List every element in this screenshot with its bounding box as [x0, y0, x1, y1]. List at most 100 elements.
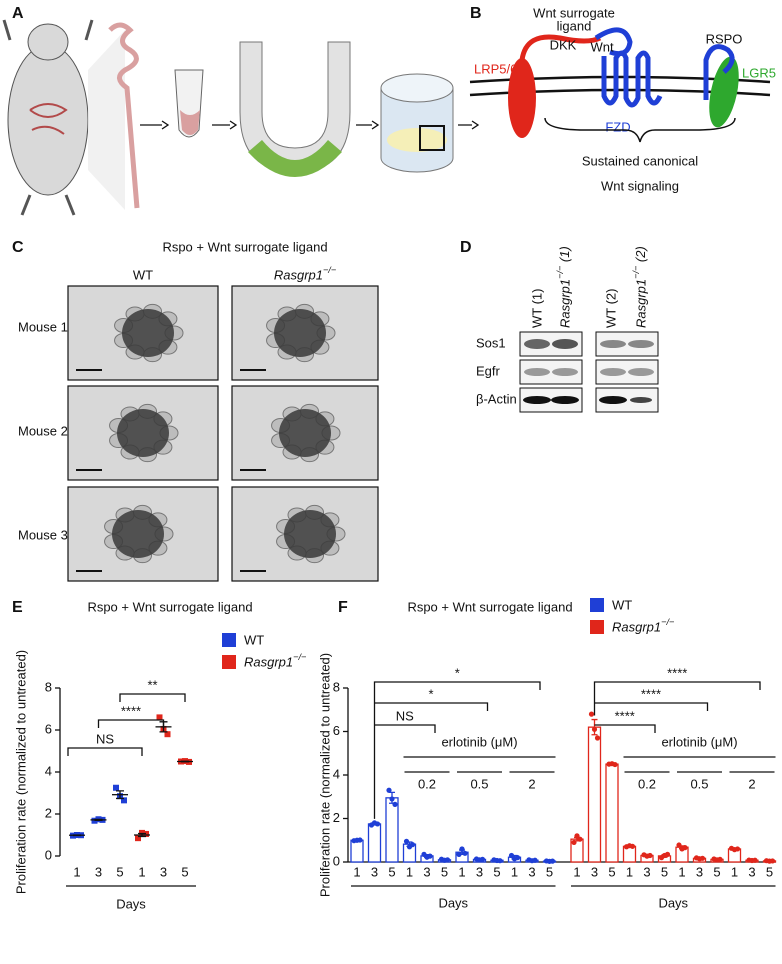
- micrograph: [231, 285, 379, 381]
- lgr5-label: LGR5: [742, 65, 776, 80]
- y-tick-label: 2: [333, 810, 340, 825]
- row-label: Egfr: [476, 363, 501, 378]
- dish: [380, 73, 454, 173]
- data-point: [113, 784, 119, 791]
- fzd-label: FZD: [605, 119, 630, 134]
- bar: [587, 726, 602, 863]
- x-axis-label: Days: [658, 895, 688, 910]
- legend-swatch: [590, 620, 604, 634]
- significance-bracket: [97, 719, 165, 728]
- treatment-label: erlotinib (μM): [661, 734, 737, 749]
- row-label: β-Actin: [476, 391, 517, 406]
- error-bar: [94, 818, 103, 821]
- caption: Sustained canonical: [582, 153, 698, 168]
- error-bar: [138, 832, 146, 838]
- column-label: Rasgrp1−/− (1): [555, 246, 572, 328]
- x-tick-label: 3: [528, 864, 535, 879]
- significance-label: **: [147, 677, 157, 692]
- x-tick-label: 3: [423, 864, 430, 879]
- panel-label: A: [12, 5, 24, 22]
- x-tick-label: 3: [371, 864, 378, 879]
- chart-title: Rspo + Wnt surrogate ligand: [87, 599, 252, 614]
- panel-d: D WT (1) Rasgrp1−/− (1) WT (2) Rasgrp1−/…: [460, 239, 659, 413]
- organoid: [117, 409, 169, 457]
- significance-label: ****: [667, 665, 687, 680]
- dose-label: 0.2: [638, 776, 656, 791]
- data-point: [497, 858, 503, 864]
- data-point: [514, 855, 521, 861]
- x-tick-label: 3: [748, 864, 755, 879]
- column-label: Rasgrp1−/− (2): [631, 246, 648, 328]
- rspo-ligand: [703, 44, 735, 100]
- x-tick-label: 1: [138, 864, 145, 879]
- dose-label: 0.5: [470, 776, 488, 791]
- error-bar: [116, 790, 124, 800]
- x-tick-label: 5: [493, 864, 500, 879]
- data-point: [409, 842, 416, 848]
- data-point: [462, 850, 468, 856]
- x-tick-label: 3: [160, 864, 167, 879]
- significance-label: ****: [641, 686, 661, 701]
- legend-label: Rasgrp1−/−: [244, 652, 306, 669]
- bar: [385, 797, 399, 863]
- organoid: [284, 510, 336, 558]
- significance-label: ****: [615, 708, 635, 723]
- ligand-label: ligand: [557, 18, 592, 33]
- bar: [605, 763, 619, 863]
- significance-bracket: [594, 702, 709, 711]
- significance-bracket: [373, 681, 541, 819]
- data-point: [374, 821, 381, 827]
- significance-bracket: [593, 681, 761, 716]
- legend-swatch: [222, 633, 236, 647]
- fzd-receptor: [594, 27, 663, 108]
- data-point: [699, 855, 706, 861]
- x-tick-label: 1: [406, 864, 413, 879]
- data-point: [647, 852, 653, 859]
- panel-b: B Wnt surrogate ligand DKK Wnt RSPO LRP5…: [469, 5, 776, 193]
- organoid: [274, 309, 326, 357]
- chart-title: Rspo + Wnt surrogate ligand: [407, 599, 572, 614]
- significance-bracket: [594, 724, 656, 733]
- data-point: [427, 853, 433, 859]
- significance-label: ****: [121, 703, 141, 718]
- dose-label: 2: [528, 776, 535, 791]
- x-tick-label: 1: [73, 864, 80, 879]
- lrp-receptor: [508, 58, 536, 138]
- micrograph: [231, 486, 379, 582]
- significance-label: *: [428, 686, 433, 701]
- panel-label: B: [470, 5, 482, 22]
- x-tick-label: 5: [388, 864, 395, 879]
- stem-cells: [248, 140, 342, 177]
- x-tick-label: 1: [511, 864, 518, 879]
- column-label: Rasgrp1−/−: [274, 265, 336, 282]
- organoid: [279, 409, 331, 457]
- significance-bracket: [67, 747, 143, 756]
- micrograph: [231, 385, 379, 481]
- legend-label: Rasgrp1−/−: [612, 617, 674, 634]
- organoid: [112, 510, 164, 558]
- x-tick-label: 5: [766, 864, 773, 879]
- significance-label: NS: [396, 708, 414, 723]
- micrograph: [67, 285, 219, 381]
- data-point: [571, 839, 577, 846]
- panel-label: C: [12, 239, 24, 256]
- row-label: Sos1: [476, 335, 506, 350]
- data-point: [135, 835, 141, 842]
- dose-label: 0.5: [690, 776, 708, 791]
- x-tick-label: 1: [626, 864, 633, 879]
- dose-label: 2: [748, 776, 755, 791]
- data-point: [403, 838, 410, 844]
- column-label: WT (1): [529, 289, 544, 328]
- data-point: [156, 714, 163, 721]
- y-tick-label: 0: [333, 853, 340, 868]
- legend-swatch: [222, 655, 236, 669]
- y-tick-label: 4: [333, 766, 340, 781]
- data-point: [392, 801, 398, 807]
- x-tick-label: 5: [713, 864, 720, 879]
- dose-label: 0.2: [418, 776, 436, 791]
- data-point: [164, 731, 171, 738]
- lrp-label: LRP5/6: [474, 61, 517, 76]
- significance-bracket: [374, 702, 489, 711]
- data-point: [459, 846, 465, 852]
- x-tick-label: 1: [731, 864, 738, 879]
